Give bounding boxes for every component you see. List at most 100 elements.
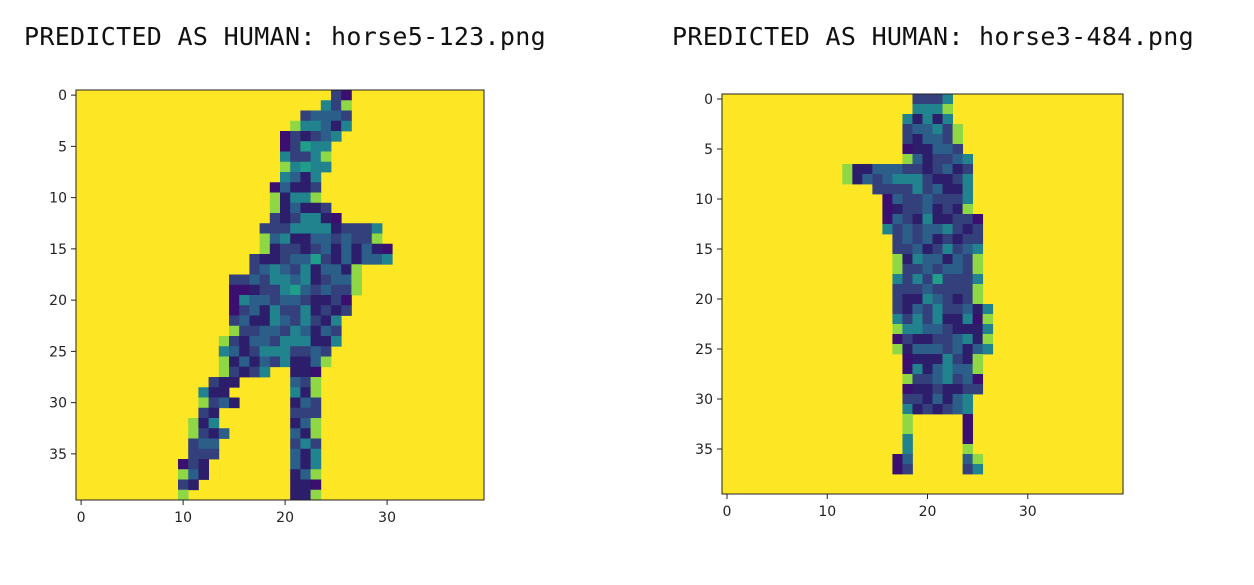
heatmap-cell [922,334,933,345]
heatmap-cell [198,397,209,409]
heatmap-cell [310,438,322,450]
heatmap-cell [962,254,974,265]
heatmap-cell [892,464,903,475]
heatmap-cell [331,120,342,132]
heatmap-cell [942,144,953,155]
heatmap-cell [972,364,984,375]
heatmap-cell [320,305,332,316]
heatmap-cell [902,414,913,425]
heatmap-cell [341,100,352,111]
heatmap-cell [932,124,943,135]
heatmap-cell [229,336,240,347]
heatmap-cell [300,469,311,480]
heatmap-cell [229,356,240,368]
y-tick-label: 15 [695,242,713,258]
heatmap-cell [902,464,913,475]
heatmap-cell [300,182,311,193]
heatmap-cell [382,243,393,255]
heatmap-cell [902,444,913,455]
heatmap-cell [229,366,240,378]
heatmap-cell [310,325,322,337]
heatmap-cell [952,224,964,235]
heatmap-cell [382,254,393,265]
heatmap-cell [229,305,240,316]
heatmap-cell [290,438,301,450]
heatmap-cell [952,174,964,185]
heatmap-cell [280,315,291,327]
heatmap-cell [952,244,964,255]
heatmap-cell [351,223,362,234]
heatmap-cell [310,131,322,142]
heatmap-cell [269,202,281,214]
heatmap-cell [942,204,953,215]
heatmap-cell [952,324,964,335]
heatmap-cell [942,94,953,105]
heatmap-cell [178,469,189,480]
heatmap-cell [962,204,974,215]
heatmap-cell [300,336,311,347]
heatmap-cell [892,254,903,265]
panel-title-left: PREDICTED AS HUMAN: horse5-123.png [24,22,546,51]
heatmap-cell [371,254,383,265]
heatmap-cell [892,314,903,325]
heatmap-cell [952,384,964,395]
heatmap-cell [912,154,923,165]
y-tick-label: 25 [49,344,67,360]
heatmap-cell [198,438,209,450]
heatmap-cell [280,305,291,316]
heatmap-cell [280,325,291,337]
heatmap-cell [842,174,853,185]
heatmap-cell [320,110,332,122]
heatmap-cell [952,144,964,155]
heatmap-cell [290,489,301,501]
heatmap-cell [290,141,301,152]
heatmap-cell [300,110,311,122]
heatmap-cell [280,264,291,275]
heatmap-cell [300,325,311,337]
heatmap-cell [942,254,953,265]
heatmap-cell [300,141,311,152]
heatmap-cell [341,120,352,132]
heatmap-cell [922,354,933,365]
y-tick-label: 10 [49,191,67,207]
heatmap-cell [982,304,994,315]
heatmap-cell [218,336,230,347]
heatmap-cell [310,356,322,368]
heatmap-cell [902,114,913,125]
heatmap-cell [972,294,984,305]
heatmap-cell [912,174,923,185]
heatmap-cell [208,438,220,450]
heatmap-cell [902,254,913,265]
y-tick-label: 25 [695,342,713,358]
heatmap-cell [972,354,984,365]
heatmap-cell [942,114,953,125]
heatmap-cell [962,414,974,425]
heatmap-cell [269,223,281,234]
heatmap-cell [862,174,873,185]
heatmap-cell [922,404,933,415]
y-tick-label: 10 [695,192,713,208]
heatmap-cell [902,264,913,275]
heatmap-cell [972,324,984,335]
heatmap-cell [952,284,964,295]
heatmap-cell [932,234,943,245]
heatmap-cell [259,274,271,286]
heatmap-cell [331,243,342,255]
heatmap-cell [290,397,301,409]
heatmap-cell [902,224,913,235]
heatmap-cell [300,223,311,234]
heatmap-cell [902,134,913,145]
heatmap-cell [351,274,362,286]
heatmap-cell [912,214,923,225]
heatmap-cell [331,131,342,142]
y-tick-label: 20 [695,292,713,308]
heatmap-cell [972,214,984,225]
heatmap-cell [942,404,953,415]
y-tick-label: 0 [58,88,67,104]
heatmap-cell [331,295,342,306]
heatmap-cell [290,295,301,306]
heatmap-cell [218,356,230,368]
heatmap-cell [882,164,893,175]
heatmap-cell [320,202,332,214]
heatmap-cell [952,124,964,135]
